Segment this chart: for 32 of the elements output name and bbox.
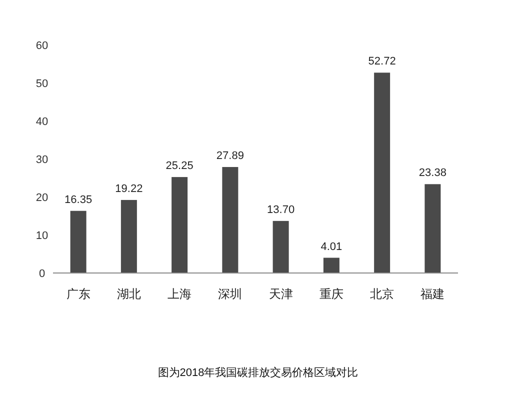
data-label: 4.01 [320,240,342,253]
x-tick-label: 深圳 [218,287,242,301]
bar [374,72,390,273]
x-tick-label: 上海 [168,287,192,301]
text: 图为2018年我国碳排放交易价格区域对比 [158,366,358,379]
x-tick-label: 天津 [268,287,293,301]
y-tick-label: 50 [36,78,48,90]
x-tick-label: 福建 [420,287,445,301]
x-tick-label: 北京 [370,287,394,301]
bar [222,167,238,273]
bar [172,177,188,273]
bar [70,210,86,273]
data-label: 27.89 [216,150,244,162]
data-label: 19.22 [115,182,143,195]
bar [120,200,137,273]
x-tick-label: 重庆 [319,287,344,301]
x-tick-label: 湖北 [116,287,141,301]
data-label: 52.72 [368,56,396,68]
data-label: 23.38 [418,167,446,180]
x-tick-label: 广东 [66,287,90,301]
y-tick-label: 40 [36,116,48,128]
bar [323,258,340,273]
y-tick-label: 0 [38,268,46,280]
data-label: 25.25 [166,160,194,172]
y-tick-label: 30 [36,154,48,166]
data-label: 13.70 [267,204,295,216]
y-tick-label: 60 [36,40,48,52]
y-tick-label: 10 [36,230,48,242]
data-label: 16.35 [64,194,92,206]
bar [272,220,289,273]
bar [424,184,441,273]
y-tick-label: 20 [36,192,48,204]
